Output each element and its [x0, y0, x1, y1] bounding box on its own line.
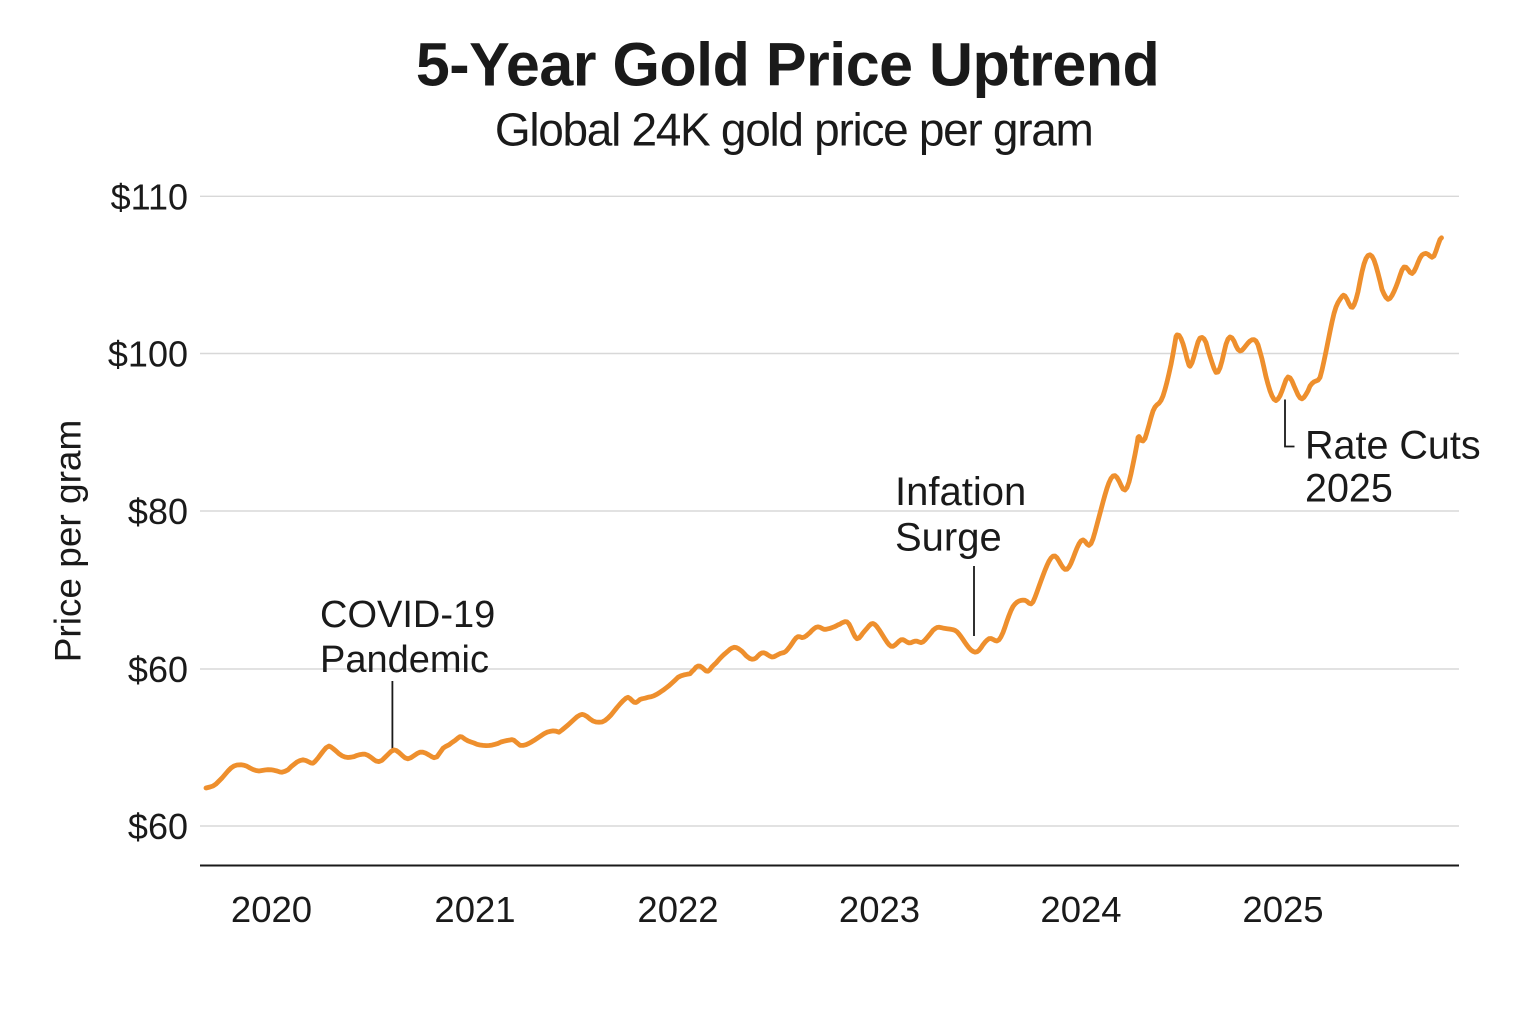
svg-text:Price per gram: Price per gram	[47, 420, 88, 663]
svg-text:$110: $110	[111, 177, 188, 218]
svg-text:$60: $60	[128, 649, 188, 690]
svg-text:$80: $80	[128, 491, 188, 532]
svg-text:Global 24K gold price per gram: Global 24K gold price per gram	[495, 104, 1093, 156]
svg-text:$60: $60	[128, 806, 188, 847]
svg-text:2025: 2025	[1305, 467, 1393, 511]
svg-text:Rate Cuts: Rate Cuts	[1305, 424, 1481, 468]
svg-text:$100: $100	[108, 334, 188, 375]
svg-text:Surge: Surge	[895, 516, 1002, 560]
svg-text:5-Year Gold Price Uptrend: 5-Year Gold Price Uptrend	[416, 31, 1159, 99]
svg-text:2022: 2022	[637, 889, 718, 930]
svg-text:2024: 2024	[1040, 889, 1121, 930]
svg-text:COVID-19: COVID-19	[320, 594, 495, 636]
svg-text:2020: 2020	[231, 889, 312, 930]
svg-text:2023: 2023	[839, 889, 920, 930]
svg-text:Infation: Infation	[895, 470, 1026, 514]
svg-text:Pandemic: Pandemic	[320, 639, 489, 681]
svg-text:2021: 2021	[434, 889, 515, 930]
svg-text:2025: 2025	[1242, 889, 1323, 930]
